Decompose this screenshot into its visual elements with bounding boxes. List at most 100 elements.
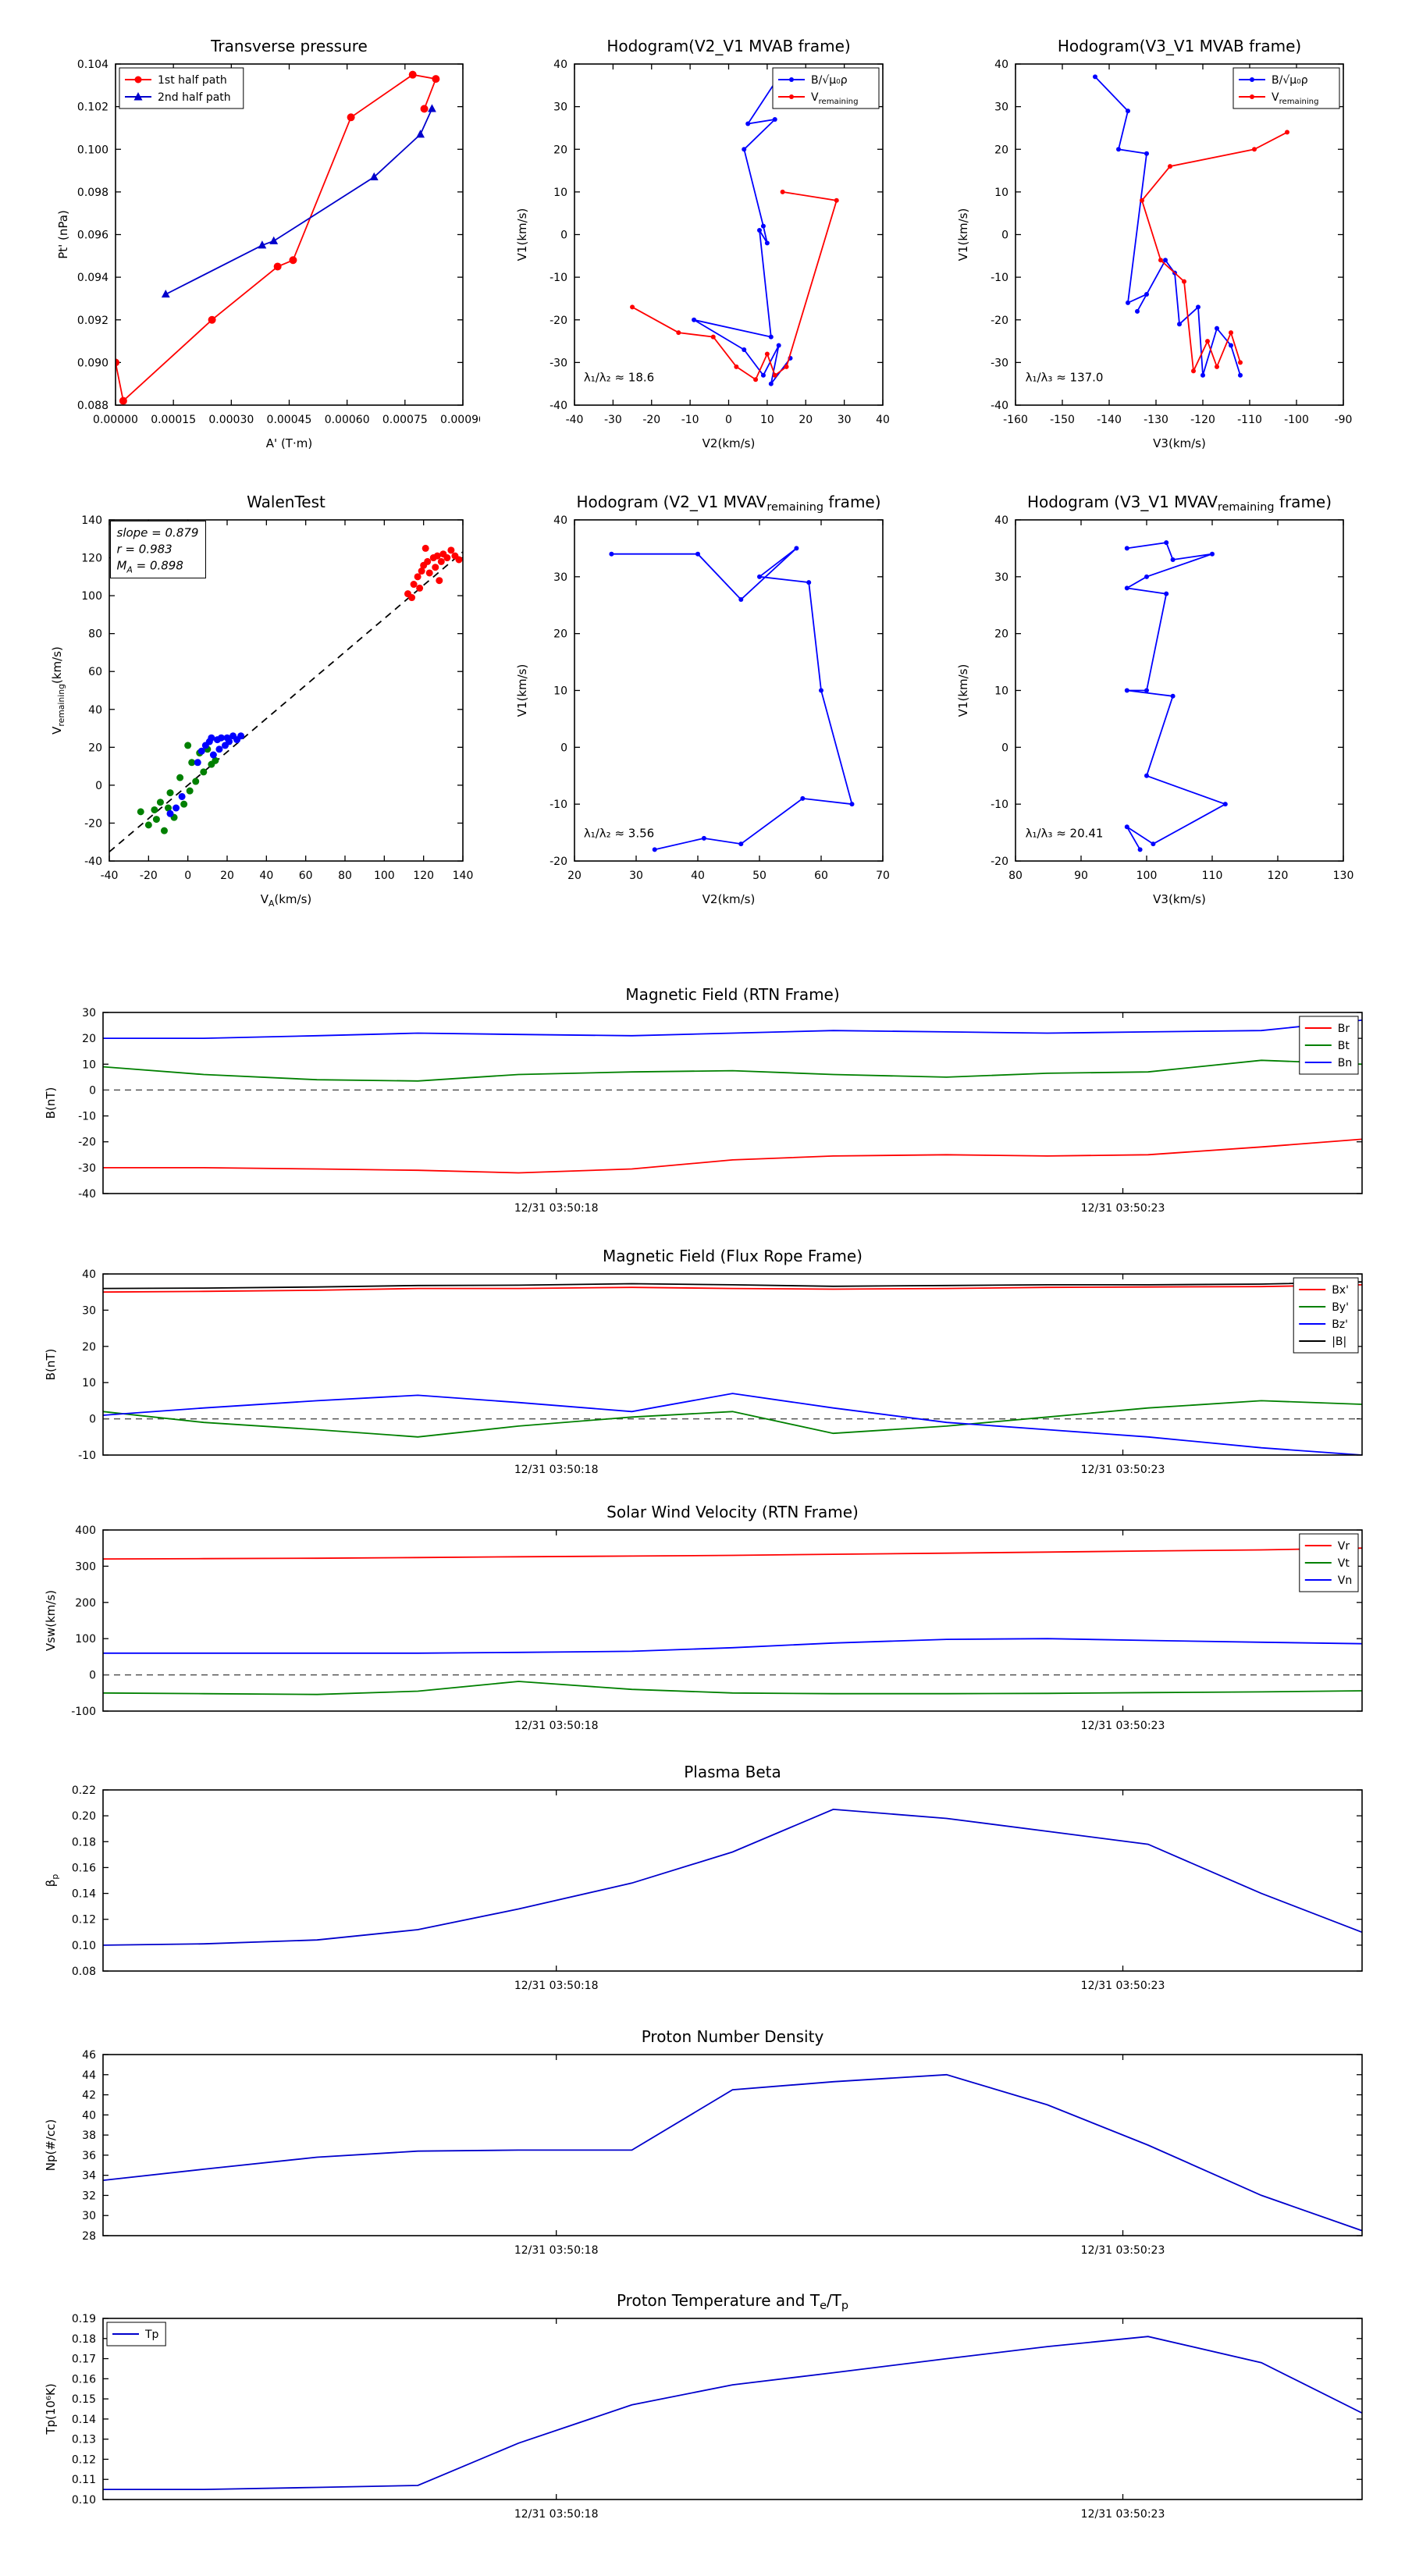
svg-text:-110: -110 xyxy=(1237,414,1262,426)
svg-text:0.096: 0.096 xyxy=(77,229,108,242)
svg-text:Vt: Vt xyxy=(1338,1557,1350,1570)
svg-text:100: 100 xyxy=(374,870,395,882)
svg-text:140: 140 xyxy=(81,514,102,527)
svg-text:0.22: 0.22 xyxy=(72,1784,96,1797)
svg-text:40: 40 xyxy=(82,2109,96,2122)
svg-text:Plasma Beta: Plasma Beta xyxy=(684,1763,781,1781)
svg-text:A' (T·m): A' (T·m) xyxy=(266,436,312,450)
svg-text:VA(km/s): VA(km/s) xyxy=(261,892,312,909)
svg-text:λ₁/λ₂ ≈ 3.56: λ₁/λ₂ ≈ 3.56 xyxy=(584,826,654,840)
svg-text:-120: -120 xyxy=(1190,414,1215,426)
svg-text:Transverse pressure: Transverse pressure xyxy=(210,37,368,55)
svg-text:MA = 0.898: MA = 0.898 xyxy=(117,559,183,575)
svg-text:Vr: Vr xyxy=(1338,1540,1350,1553)
chart-hodogram-v3v1-mvab: Hodogram(V3_V1 MVAB frame) -160 -150 -140 -1… xyxy=(947,22,1361,463)
svg-text:40: 40 xyxy=(876,414,890,426)
svg-text:10: 10 xyxy=(553,685,567,698)
svg-text:44: 44 xyxy=(82,2069,96,2082)
svg-text:0.094: 0.094 xyxy=(77,272,108,284)
svg-text:0.00030: 0.00030 xyxy=(208,414,254,426)
svg-text:30: 30 xyxy=(553,101,567,114)
svg-text:V1(km/s): V1(km/s) xyxy=(956,208,970,262)
svg-text:12/31 03:50:18: 12/31 03:50:18 xyxy=(514,1720,599,1732)
svg-text:0: 0 xyxy=(725,414,732,426)
svg-text:70: 70 xyxy=(876,870,890,882)
svg-text:30: 30 xyxy=(629,870,643,882)
chart-magnetic-field-flux-rope: Magnetic Field (Flux Rope Frame) 12/31 03… xyxy=(31,1238,1385,1496)
svg-text:40: 40 xyxy=(553,514,567,527)
svg-text:-20: -20 xyxy=(642,414,660,426)
svg-text:20: 20 xyxy=(799,414,813,426)
svg-text:20: 20 xyxy=(88,742,102,754)
svg-text:30: 30 xyxy=(553,571,567,584)
svg-text:0.16: 0.16 xyxy=(72,1862,96,1874)
svg-text:-20: -20 xyxy=(550,315,567,327)
svg-text:46: 46 xyxy=(82,2049,96,2062)
svg-text:0.088: 0.088 xyxy=(77,400,108,412)
chart-hodogram-v3v1-mvav: Hodogram (V3_V1 MVAVremaining frame) 80 90… xyxy=(947,478,1361,919)
svg-text:0.10: 0.10 xyxy=(72,2494,96,2507)
svg-text:0.11: 0.11 xyxy=(72,2474,96,2486)
svg-text:Bx': Bx' xyxy=(1332,1284,1349,1297)
svg-text:Proton Number Density: Proton Number Density xyxy=(642,2027,824,2046)
svg-text:Solar Wind Velocity (RTN Frame: Solar Wind Velocity (RTN Frame) xyxy=(606,1503,859,1521)
svg-text:100: 100 xyxy=(81,590,102,603)
svg-text:-40: -40 xyxy=(566,414,584,426)
svg-text:-30: -30 xyxy=(991,357,1008,369)
svg-text:V1(km/s): V1(km/s) xyxy=(956,664,970,717)
svg-text:12/31 03:50:23: 12/31 03:50:23 xyxy=(1081,1202,1165,1215)
svg-text:-20: -20 xyxy=(991,856,1008,868)
svg-text:λ₁/λ₂ ≈ 18.6: λ₁/λ₂ ≈ 18.6 xyxy=(584,370,654,384)
svg-text:0.00000: 0.00000 xyxy=(93,414,138,426)
svg-text:12/31 03:50:23: 12/31 03:50:23 xyxy=(1081,1720,1165,1732)
svg-text:300: 300 xyxy=(75,1560,96,1573)
svg-text:0: 0 xyxy=(89,1414,96,1426)
svg-text:-90: -90 xyxy=(1335,414,1353,426)
svg-text:-10: -10 xyxy=(681,414,699,426)
svg-text:60: 60 xyxy=(814,870,828,882)
svg-text:120: 120 xyxy=(81,553,102,565)
svg-text:Pt' (nPa): Pt' (nPa) xyxy=(56,210,70,259)
svg-text:10: 10 xyxy=(760,414,774,426)
chart-proton-number-density: Proton Number Density 12/31 03:50:18 12/31… xyxy=(31,2019,1385,2276)
svg-text:0.098: 0.098 xyxy=(77,187,108,199)
svg-text:V3(km/s): V3(km/s) xyxy=(1153,436,1206,450)
svg-text:slope = 0.879: slope = 0.879 xyxy=(117,526,199,540)
svg-text:0.00045: 0.00045 xyxy=(267,414,312,426)
svg-text:0.00015: 0.00015 xyxy=(151,414,196,426)
chart-solar-wind-velocity: Solar Wind Velocity (RTN Frame) 12/31 03:… xyxy=(31,1494,1385,1752)
svg-text:0.19: 0.19 xyxy=(72,2313,96,2325)
svg-text:20: 20 xyxy=(82,1341,96,1354)
svg-text:400: 400 xyxy=(75,1525,96,1537)
svg-text:WalenTest: WalenTest xyxy=(247,493,325,511)
svg-text:140: 140 xyxy=(453,870,474,882)
svg-text:By': By' xyxy=(1332,1301,1349,1314)
svg-text:0.102: 0.102 xyxy=(77,101,108,114)
svg-text:0.092: 0.092 xyxy=(77,315,108,327)
svg-text:20: 20 xyxy=(994,144,1008,156)
svg-text:V2(km/s): V2(km/s) xyxy=(702,436,756,450)
svg-text:80: 80 xyxy=(338,870,352,882)
svg-text:0.15: 0.15 xyxy=(72,2393,96,2406)
svg-text:20: 20 xyxy=(553,628,567,641)
svg-text:30: 30 xyxy=(82,1304,96,1317)
svg-text:34: 34 xyxy=(82,2170,96,2183)
svg-text:30: 30 xyxy=(838,414,852,426)
svg-text:38: 38 xyxy=(82,2129,96,2142)
svg-text:10: 10 xyxy=(553,187,567,199)
svg-text:0.17: 0.17 xyxy=(72,2354,96,2366)
svg-text:Hodogram (V3_V1 MVAVremaining: Hodogram (V3_V1 MVAVremaining frame) xyxy=(1027,493,1332,514)
svg-text:0.00060: 0.00060 xyxy=(325,414,370,426)
svg-text:0: 0 xyxy=(1001,742,1008,754)
svg-text:120: 120 xyxy=(413,870,434,882)
svg-text:B/√μ₀ρ: B/√μ₀ρ xyxy=(811,74,848,87)
svg-text:Bt: Bt xyxy=(1338,1040,1350,1052)
svg-text:0: 0 xyxy=(560,742,567,754)
svg-text:10: 10 xyxy=(994,685,1008,698)
svg-text:λ₁/λ₃ ≈ 137.0: λ₁/λ₃ ≈ 137.0 xyxy=(1026,370,1104,384)
svg-text:32: 32 xyxy=(82,2190,96,2202)
svg-text:-40: -40 xyxy=(550,400,567,412)
svg-text:12/31 03:50:18: 12/31 03:50:18 xyxy=(514,1980,599,1992)
svg-text:-20: -20 xyxy=(140,870,158,882)
